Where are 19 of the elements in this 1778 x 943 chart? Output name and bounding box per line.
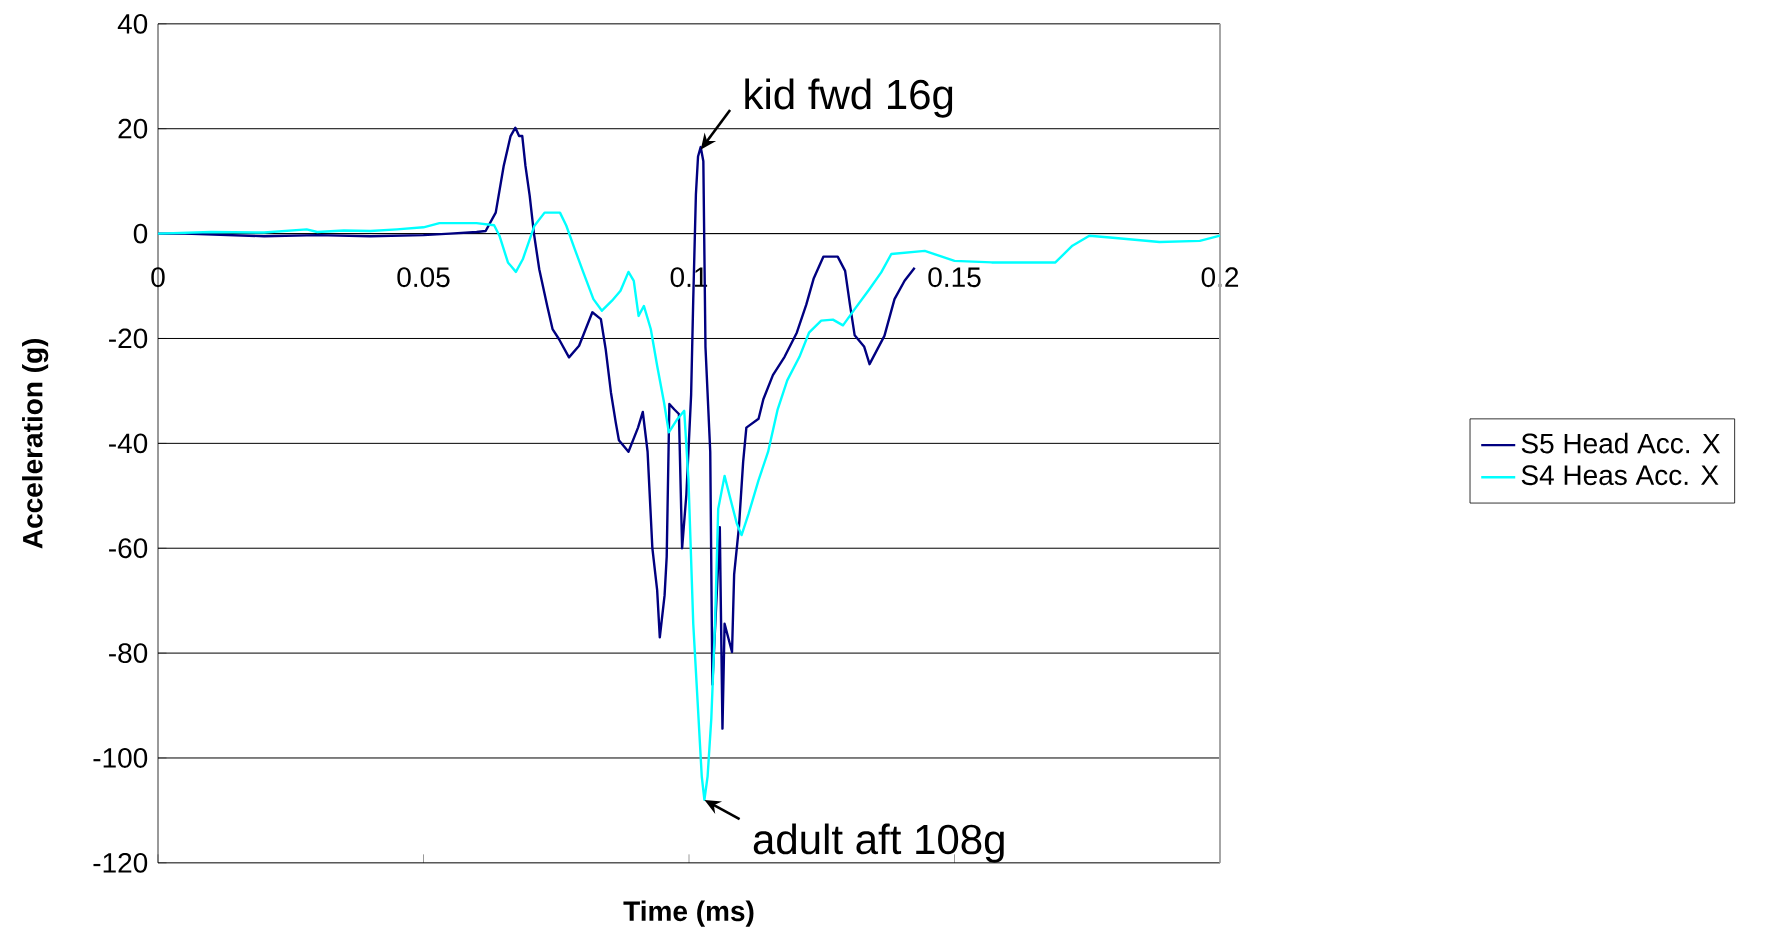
x-axis-title: Time (ms) <box>623 900 754 927</box>
y-axis-title: Acceleration (g) <box>22 338 49 549</box>
y-tick-label: -40 <box>109 433 148 454</box>
x-tick-label: 0.05 <box>397 267 450 288</box>
legend-label: S4 Heas Acc. X <box>1521 465 1719 486</box>
x-tick-label: 0.2 <box>1201 267 1239 288</box>
y-tick-label: -120 <box>93 852 148 873</box>
annotation: kid fwd 16g <box>745 78 953 118</box>
y-tick-label: 0 <box>133 223 148 244</box>
x-tick-label: 0 <box>151 267 165 288</box>
annotation: adult aft 108g <box>753 823 1004 863</box>
x-tick-label: 0.15 <box>928 267 981 288</box>
legend-label: S5 Head Acc. X <box>1521 432 1721 454</box>
y-tick-label: -100 <box>93 748 148 768</box>
y-tick-label: -60 <box>109 538 148 559</box>
y-tick-label: 20 <box>118 118 148 139</box>
y-tick-label: 40 <box>117 13 148 34</box>
y-tick-label: -80 <box>109 643 148 664</box>
y-tick-label: -20 <box>109 328 148 349</box>
